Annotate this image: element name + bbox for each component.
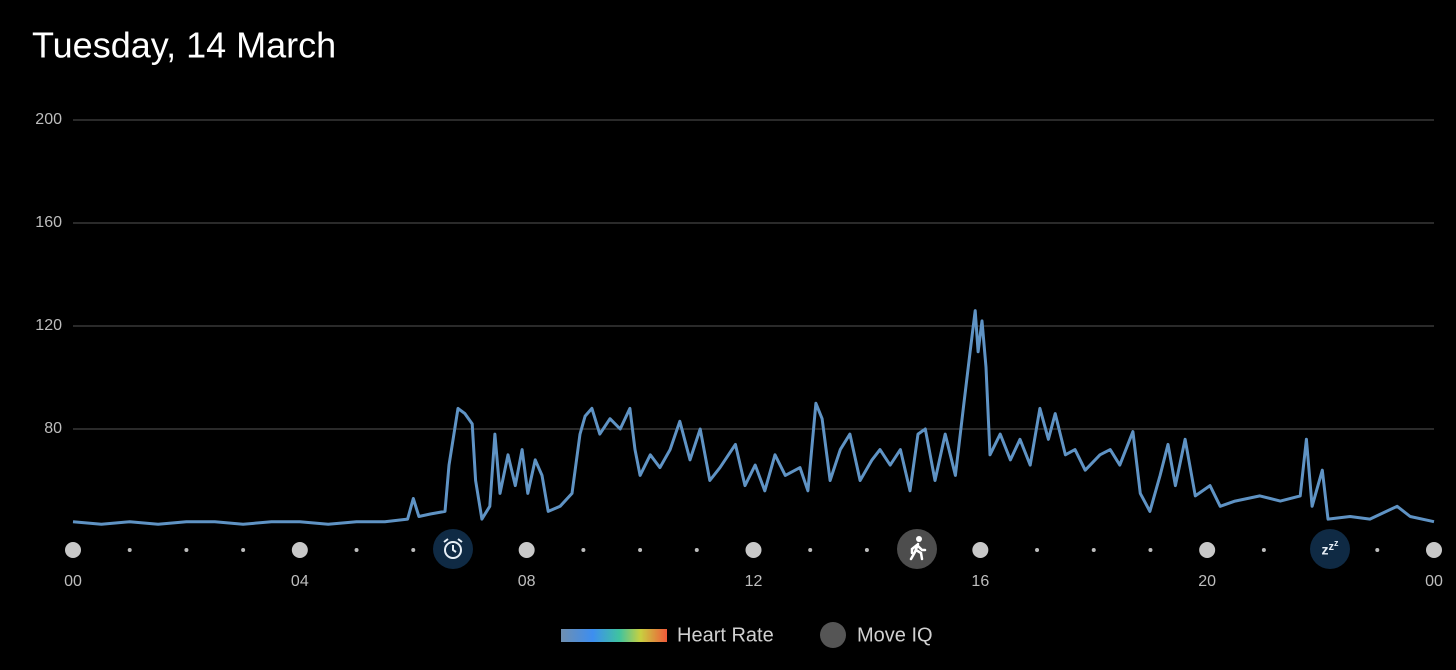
x-tick-mark xyxy=(972,542,989,558)
hour-dot xyxy=(694,548,699,552)
x-tick-mark xyxy=(1426,542,1442,558)
alarm-icon xyxy=(433,529,473,569)
x-tick-label: 04 xyxy=(291,573,309,590)
y-tick-label: 200 xyxy=(35,111,62,128)
hour-dot xyxy=(354,548,359,552)
chart-title: Tuesday, 14 March xyxy=(32,25,336,66)
x-tick-mark xyxy=(291,542,308,558)
x-tick-label: 00 xyxy=(64,573,82,590)
y-tick-label: 120 xyxy=(35,317,62,334)
sleep-icon: zzz xyxy=(1310,529,1350,569)
x-tick-label: 00 xyxy=(1425,573,1443,590)
legend-swatch xyxy=(820,622,846,648)
hour-dot xyxy=(1375,548,1380,552)
hour-dot xyxy=(127,548,132,552)
y-tick-label: 80 xyxy=(44,420,62,437)
hour-dot xyxy=(638,548,643,552)
x-tick-label: 16 xyxy=(971,573,989,590)
heart-rate-line xyxy=(72,309,1435,526)
hour-dot xyxy=(241,548,246,552)
hour-dot xyxy=(1035,548,1040,552)
x-tick-label: 12 xyxy=(745,573,763,590)
hour-dot xyxy=(1091,548,1096,552)
walk-icon xyxy=(897,529,937,569)
hour-dot xyxy=(411,548,416,552)
x-tick-label: 20 xyxy=(1198,573,1216,590)
hour-dot xyxy=(581,548,586,552)
legend-swatch xyxy=(561,629,667,642)
y-tick-label: 160 xyxy=(35,214,62,231)
x-tick-mark xyxy=(745,542,762,558)
hour-dot xyxy=(1148,548,1153,552)
hour-dot xyxy=(1261,548,1266,552)
legend-label: Move IQ xyxy=(857,624,933,646)
x-tick-mark xyxy=(1199,542,1216,558)
hour-dot xyxy=(184,548,189,552)
hour-dot xyxy=(864,548,869,552)
legend-label: Heart Rate xyxy=(677,624,774,646)
hour-dot xyxy=(808,548,813,552)
x-tick-label: 08 xyxy=(518,573,536,590)
x-tick-mark xyxy=(518,542,535,558)
x-tick-mark xyxy=(65,542,81,558)
